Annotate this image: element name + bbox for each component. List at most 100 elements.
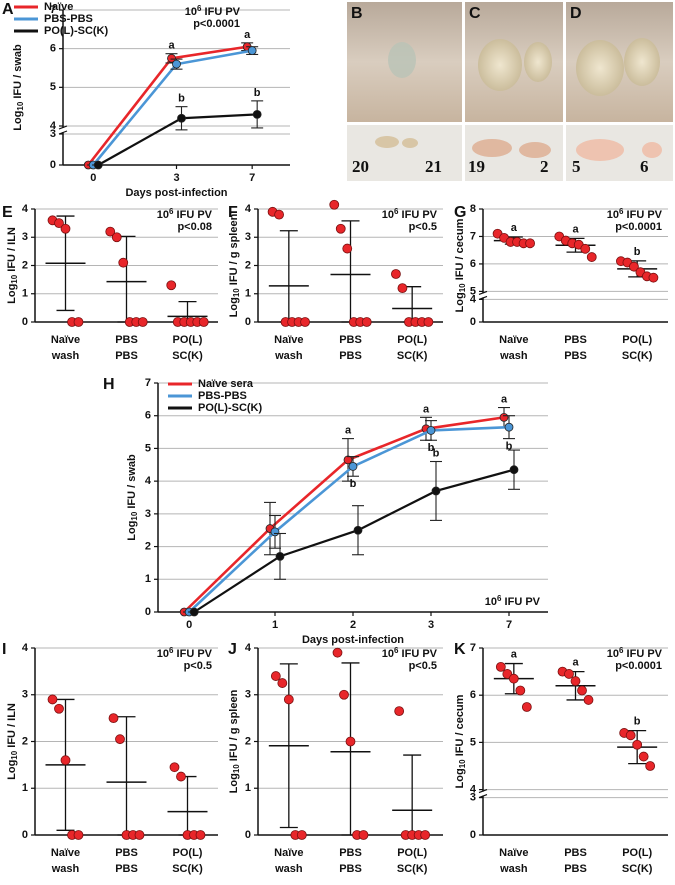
dose-note-rest: IFU PV [173,648,212,660]
dose-note: 106 IFU PV [607,207,663,221]
y-tick-label: 4 [470,784,477,796]
dose-note-sup: 6 [619,207,624,216]
panel-letter: C [469,5,481,22]
dose-note: 106 IFU PV [485,594,541,608]
axis-break [58,125,68,130]
data-point [105,226,116,237]
y-tick-label: 5 [470,285,476,297]
data-point [394,706,405,717]
data-point [499,412,509,422]
data-point [358,830,369,840]
dose-note-sup: 6 [497,594,502,603]
panel-letter: F [228,204,238,221]
y-tick-label: 0 [245,316,251,328]
y-tick-label: 1 [145,573,151,585]
legend-label: Naïve [44,1,73,13]
y-axis-label-rest: IFU / swab [12,44,24,102]
data-point [277,678,288,688]
panel-letter: K [454,641,466,658]
dose-note: 106 IFU PV [157,207,213,221]
dose-note-rest: IFU PV [501,596,540,608]
y-tick-label: 0 [470,829,476,841]
y-tick-label: 2 [22,259,28,271]
y-tick-label: 1 [22,782,28,794]
tissue-sample [576,139,624,161]
data-point [583,695,594,705]
significance-letter: a [345,425,352,437]
p-value: p<0.0001 [615,221,662,233]
data-point [625,730,636,741]
data-point [270,671,281,681]
y-tick-label: 5 [470,736,476,748]
photo-panel: B 20 21 [347,2,462,181]
x-tick-label: PBS [339,334,362,346]
series-line [183,416,505,613]
x-tick-label: wash [274,350,303,362]
y-tick-label: 3 [470,792,476,804]
organ [524,42,552,82]
data-point [570,676,581,686]
dose-note: 106 IFU PV [157,646,213,660]
x-tick-label: PBS [339,847,362,859]
dose-note-base: 10 [157,648,169,660]
x-tick-label: SC(K) [172,350,203,362]
y-tick-label: 7 [470,230,476,242]
axis-break [478,789,488,794]
data-point [353,525,363,535]
legend-label: PO(L)-SC(K) [44,25,108,37]
axis-break [478,290,488,295]
significance-letter: b [506,441,513,453]
data-point [504,422,514,432]
data-point [423,317,434,327]
axis-break [58,130,68,135]
x-tick-label: PBS [115,350,138,362]
y-axis-label-sub: 10 [232,764,241,773]
x-tick-label: 7 [249,172,255,184]
significance-letter: a [244,29,251,41]
y-axis-label-base: Log [126,521,138,541]
x-tick-label: Naïve [51,334,80,346]
data-point [93,160,103,170]
data-point [134,830,145,840]
panel-letter: H [103,376,115,393]
x-tick-label: 2 [350,619,356,631]
x-tick-label: SC(K) [397,350,428,362]
y-axis-label-sub: 10 [10,274,19,283]
series-line [193,468,515,613]
ruler-number: 19 [468,157,485,176]
data-point [167,53,176,63]
x-tick-label: 0 [186,619,192,631]
x-tick-label: 1 [272,619,278,631]
y-axis-label-sub: 10 [10,750,19,759]
x-tick-label: wash [499,863,528,875]
tissue-sample [375,136,399,148]
data-point [296,830,307,840]
p-value: p<0.5 [184,660,212,672]
panel-letter: B [351,5,363,22]
tissue-sample [519,142,551,158]
significance-letter: a [168,40,175,52]
y-axis-label-base: Log [454,292,466,312]
organ [576,40,624,96]
y-axis-label-base: Log [228,773,240,793]
y-tick-label: 3 [145,508,151,520]
significance-letter: b [428,442,435,454]
x-tick-label: PO(L) [622,334,652,346]
y-tick-label: 7 [50,4,56,16]
x-axis-label: Days post-infection [125,187,227,199]
data-point [172,59,181,69]
y-tick-label: 1 [22,288,28,300]
y-tick-label: 2 [245,259,251,271]
y-tick-label: 4 [22,642,29,654]
data-point [645,761,656,771]
y-axis-label-sub: 10 [16,101,25,110]
y-axis-label-sub: 10 [130,511,139,520]
data-point [60,755,71,766]
dose-note-sup: 6 [169,207,174,216]
data-point [166,280,177,291]
photo-panel: C 19 2 [465,2,563,181]
x-axis-label: Days post-infection [302,634,404,646]
dose-note: 106 IFU PV [185,4,241,18]
axis-break [478,295,488,300]
dose-note: 106 IFU PV [382,646,438,660]
